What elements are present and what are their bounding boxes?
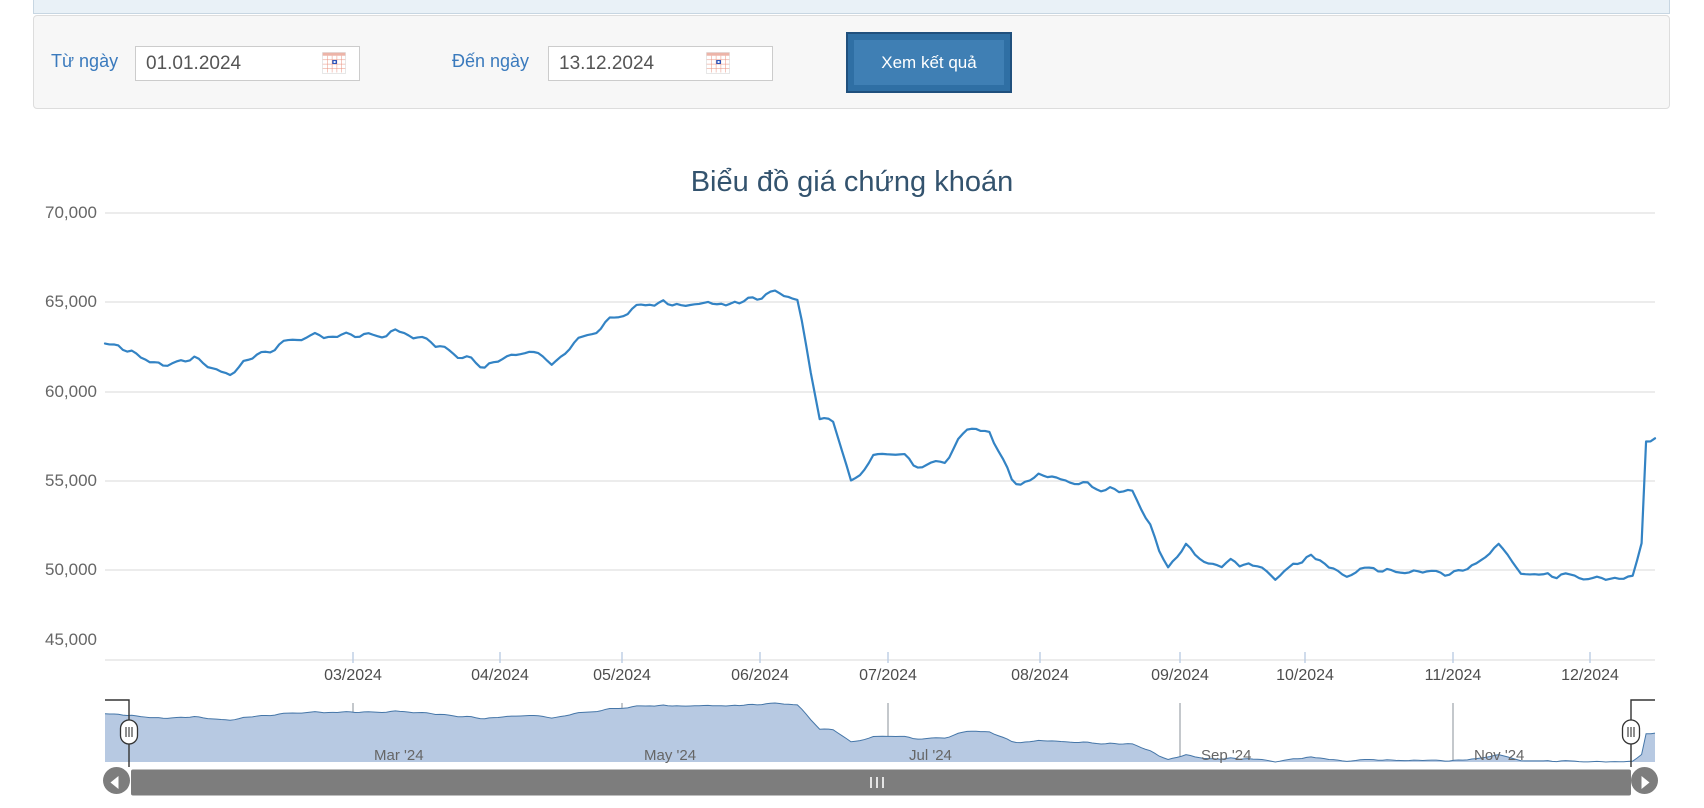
- svg-text:55,000: 55,000: [45, 471, 97, 490]
- svg-text:09/2024: 09/2024: [1151, 667, 1209, 684]
- svg-text:04/2024: 04/2024: [471, 667, 529, 684]
- svg-text:70,000: 70,000: [45, 203, 97, 222]
- svg-text:Sep '24: Sep '24: [1201, 747, 1251, 764]
- svg-text:60,000: 60,000: [45, 382, 97, 401]
- svg-text:Nov '24: Nov '24: [1474, 747, 1524, 764]
- svg-text:12/2024: 12/2024: [1561, 667, 1619, 684]
- svg-text:03/2024: 03/2024: [324, 667, 382, 684]
- svg-text:07/2024: 07/2024: [859, 667, 917, 684]
- svg-text:11/2024: 11/2024: [1425, 667, 1482, 684]
- svg-text:08/2024: 08/2024: [1011, 667, 1069, 684]
- svg-text:10/2024: 10/2024: [1276, 667, 1334, 684]
- svg-text:Jul '24: Jul '24: [909, 747, 952, 764]
- svg-text:45,000: 45,000: [45, 630, 97, 649]
- svg-text:May '24: May '24: [644, 747, 696, 764]
- svg-text:65,000: 65,000: [45, 292, 97, 311]
- svg-text:50,000: 50,000: [45, 560, 97, 579]
- svg-text:Mar '24: Mar '24: [374, 747, 424, 764]
- svg-text:05/2024: 05/2024: [593, 667, 651, 684]
- svg-text:06/2024: 06/2024: [731, 667, 789, 684]
